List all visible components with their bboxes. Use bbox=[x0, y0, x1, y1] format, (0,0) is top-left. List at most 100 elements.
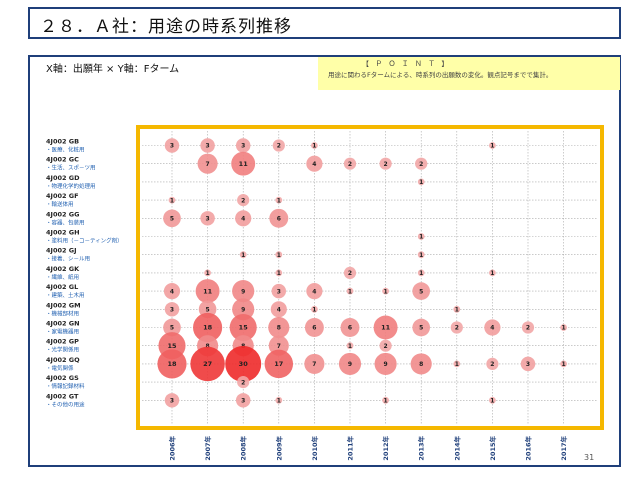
y-tick-code: 4J002 GQ bbox=[46, 356, 80, 364]
y-tick-code: 4J002 GP bbox=[46, 338, 79, 346]
y-tick-code: 4J002 GG bbox=[46, 210, 79, 218]
bubble bbox=[193, 312, 223, 343]
bubble-label: 1 bbox=[277, 398, 281, 405]
bubble-label: 1 bbox=[562, 325, 566, 332]
x-tick-label: 2012年 bbox=[381, 436, 390, 461]
bubble bbox=[197, 153, 218, 174]
bubble bbox=[343, 157, 357, 170]
bubble bbox=[374, 352, 397, 375]
bubble bbox=[275, 251, 283, 259]
bubble bbox=[164, 393, 180, 408]
bubble-label: 1 bbox=[312, 307, 316, 314]
bubble-label: 6 bbox=[277, 216, 281, 223]
bubble bbox=[239, 251, 247, 259]
y-tick-desc: ・建築、土木用 bbox=[46, 291, 85, 299]
y-tick-desc: ・繊維、紙用 bbox=[46, 273, 79, 281]
bubble bbox=[235, 138, 251, 153]
bubble-label: 11 bbox=[381, 324, 391, 332]
bubble bbox=[275, 196, 283, 204]
bubble-label: 1 bbox=[206, 270, 210, 277]
bubble bbox=[382, 396, 389, 404]
bubble-label: 18 bbox=[167, 360, 177, 368]
bubble bbox=[412, 282, 431, 300]
point-title: 【 Ｐ Ｏ Ｉ Ｎ Ｔ 】 bbox=[362, 60, 451, 68]
bubble bbox=[521, 321, 535, 334]
bubble bbox=[229, 313, 257, 342]
bubble-label: 4 bbox=[312, 161, 316, 168]
bubble-label: 3 bbox=[170, 398, 174, 405]
bubble bbox=[453, 305, 461, 313]
y-tick-code: 4J002 GF bbox=[46, 192, 79, 200]
bubble bbox=[304, 353, 325, 374]
bubble bbox=[306, 155, 323, 172]
bubble-label: 1 bbox=[348, 343, 352, 350]
bubble-label: 2 bbox=[348, 270, 352, 277]
bubble bbox=[168, 196, 176, 204]
bubble bbox=[231, 151, 256, 176]
y-tick-desc: ・情報記録材料 bbox=[46, 382, 85, 390]
bubble-label: 15 bbox=[239, 324, 249, 332]
x-tick-label: 2015年 bbox=[488, 436, 497, 461]
plot-frame bbox=[136, 125, 604, 430]
bubble-label: 1 bbox=[277, 252, 281, 259]
x-tick-label: 2010年 bbox=[310, 436, 319, 461]
x-tick-label: 2006年 bbox=[168, 436, 177, 461]
point-text: 用途に関わるFタームによる、時系列の出願数の変化。観点記号までで集計。 bbox=[328, 71, 553, 79]
bubble bbox=[190, 346, 225, 382]
bubble bbox=[410, 353, 432, 375]
bubble-label: 1 bbox=[490, 398, 494, 405]
bubble-label: 3 bbox=[241, 143, 245, 150]
bubble bbox=[489, 142, 496, 149]
bubble bbox=[382, 287, 389, 295]
bubble-label: 7 bbox=[312, 361, 316, 368]
bubble-label: 7 bbox=[206, 161, 210, 168]
bubble bbox=[225, 345, 262, 382]
bubble bbox=[163, 283, 181, 300]
y-tick-desc: ・機械部材用 bbox=[46, 309, 79, 317]
y-tick-code: 4J002 GC bbox=[46, 156, 79, 164]
bubble bbox=[164, 302, 180, 317]
bubble bbox=[268, 316, 290, 339]
bubble-label: 11 bbox=[203, 287, 213, 295]
bubble-label: 4 bbox=[312, 288, 316, 295]
bubble-label: 4 bbox=[241, 216, 245, 223]
y-tick-code: 4J002 GN bbox=[46, 320, 80, 328]
bubble-label: 1 bbox=[419, 252, 423, 259]
y-tick-code: 4J002 GT bbox=[46, 392, 79, 400]
page-title: ２８．Ａ社：用途の時系列推移 bbox=[40, 17, 292, 37]
y-tick-desc: ・その他の用途 bbox=[46, 400, 85, 408]
bubble bbox=[237, 375, 250, 389]
bubble bbox=[484, 319, 501, 336]
bubble bbox=[272, 139, 285, 152]
bubble-label: 2 bbox=[348, 161, 352, 168]
bubble bbox=[417, 269, 425, 277]
bubble-label: 5 bbox=[206, 307, 210, 314]
y-tick-desc: ・家電機器用 bbox=[46, 328, 79, 336]
x-tick-label: 2014年 bbox=[452, 436, 461, 461]
y-tick-code: 4J002 GD bbox=[46, 174, 80, 182]
bubble bbox=[237, 193, 250, 207]
bubble-label: 8 bbox=[206, 343, 210, 350]
bubble-label: 4 bbox=[277, 307, 281, 314]
bubble-label: 3 bbox=[206, 143, 210, 150]
bubble bbox=[417, 233, 425, 240]
bubble-label: 1 bbox=[419, 179, 423, 186]
bubble-label: 1 bbox=[384, 398, 388, 405]
bubble bbox=[235, 210, 252, 227]
bubble-label: 4 bbox=[170, 288, 174, 295]
y-tick-desc: ・光学関係用 bbox=[46, 346, 79, 354]
bubble bbox=[200, 211, 215, 226]
bubble bbox=[415, 157, 428, 170]
bubble bbox=[417, 178, 425, 186]
bubble bbox=[195, 279, 220, 304]
y-tick-code: 4J002 GJ bbox=[46, 247, 77, 255]
bubble bbox=[379, 339, 392, 352]
bubble-label: 2 bbox=[490, 361, 494, 368]
chart-panel bbox=[28, 55, 621, 467]
x-tick-label: 2016年 bbox=[524, 436, 533, 461]
bubble bbox=[157, 349, 187, 379]
bubble-label: 5 bbox=[170, 216, 174, 223]
bubble bbox=[453, 360, 461, 368]
bubble bbox=[306, 283, 323, 300]
